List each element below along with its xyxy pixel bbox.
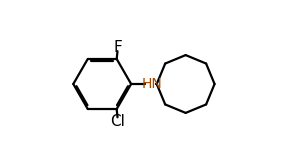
Text: Cl: Cl (110, 114, 125, 129)
Text: HN: HN (141, 77, 162, 91)
Text: F: F (113, 39, 122, 55)
